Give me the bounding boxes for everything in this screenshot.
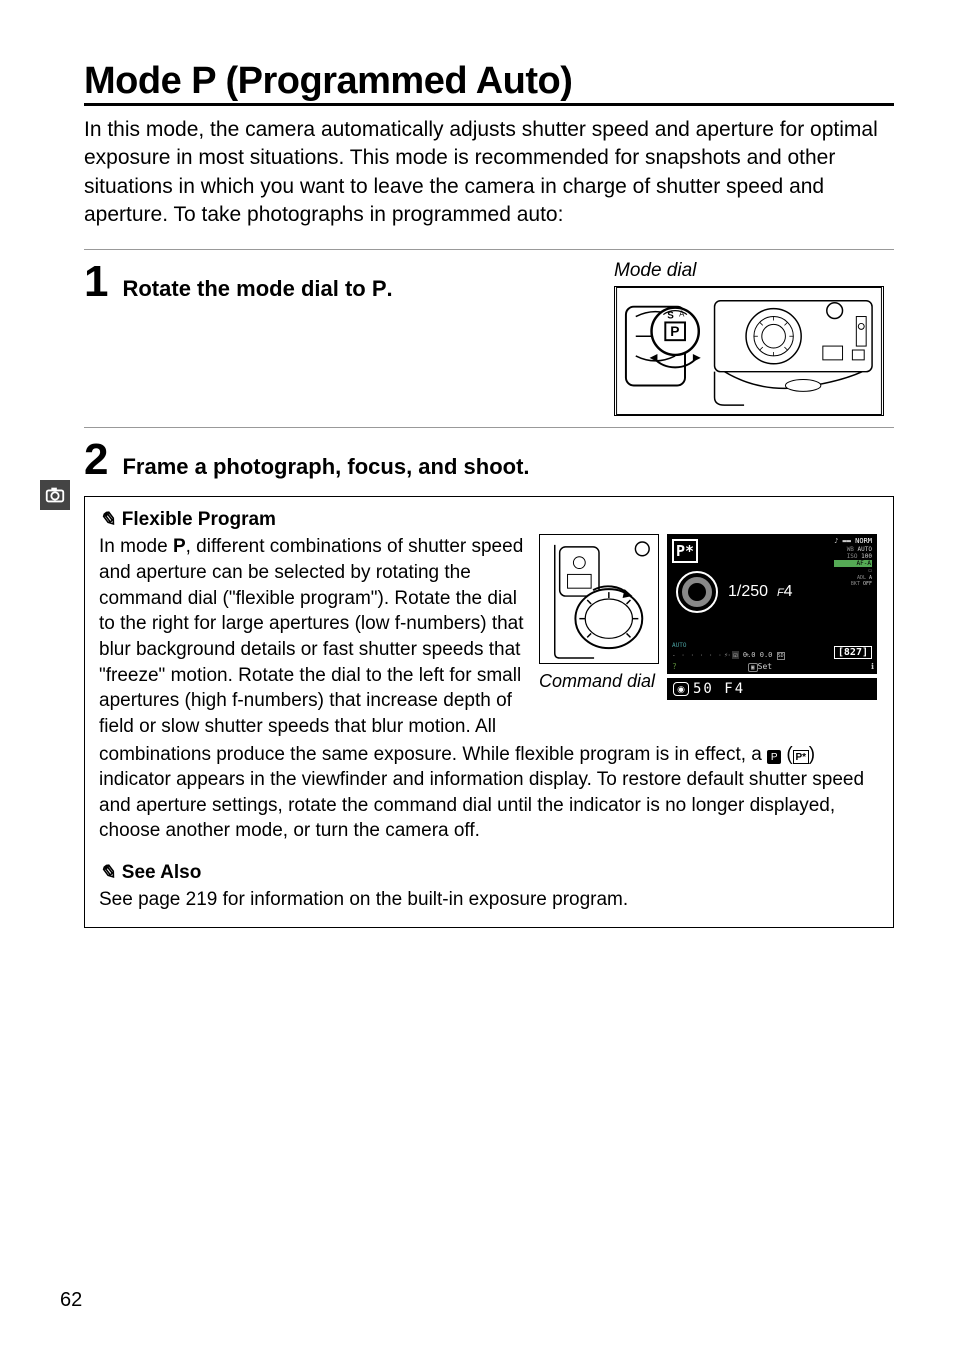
note-heading: ✎ Flexible Program (99, 507, 879, 532)
page: Mode P (Programmed Auto) In this mode, t… (0, 0, 954, 1352)
see-also-body: See page 219 for information on the buil… (99, 887, 879, 913)
intro-paragraph: In this mode, the camera automatically a… (84, 116, 894, 229)
lcd-quality: NORM (855, 537, 872, 545)
svg-text:S: S (667, 311, 674, 322)
command-dial-caption: Command dial (539, 671, 659, 692)
svg-text:P: P (670, 325, 679, 340)
step-number: 2 (84, 438, 108, 482)
page-title: Mode P (Programmed Auto) (84, 60, 894, 106)
lcd-bkt: OFF (863, 581, 872, 587)
note-diagrams: Command dial P* ♪ ▬▬ NORM WB AUTO ISO 10… (539, 534, 879, 739)
lcd-af: AF-A (834, 560, 872, 567)
page-number: 62 (60, 1289, 82, 1312)
mode-letter: P (173, 536, 186, 557)
note-body-left: In mode P, different combinations of shu… (99, 534, 527, 739)
see-also-heading: ✎ See Also (99, 860, 879, 885)
step-instruction: Rotate the mode dial to P. (122, 264, 392, 302)
viewfinder-strip: ◉ 50 F4 (667, 678, 877, 700)
note-text-prefix: In mode (99, 536, 173, 557)
flexible-program-note: ✎ Flexible Program In mode P, different … (84, 496, 894, 927)
section-tab (40, 480, 70, 510)
see-also-title: See Also (122, 862, 202, 884)
lcd-f-prefix: F (777, 587, 784, 599)
step-number: 1 (84, 260, 108, 304)
flexible-program-viewfinder-icon: P* (793, 750, 809, 764)
step-1: 1 Rotate the mode dial to P. Mode dial S (84, 249, 894, 421)
pencil-icon: ✎ (99, 860, 116, 885)
lcd-mode-indicator: P* (672, 539, 698, 563)
lcd-ev: 0.0 0.0 (743, 651, 773, 659)
lcd-wb: AUTO (858, 546, 872, 553)
lcd-aperture: 4 (784, 583, 793, 600)
mode-dial-diagram: S A P (614, 286, 884, 416)
viewfinder-readout: 50 F4 (693, 681, 745, 697)
lcd-dial-icon (674, 569, 720, 615)
note-text-rest: , different combinations of shutter spee… (99, 536, 524, 736)
step-text-prefix: Rotate the mode dial to (122, 276, 371, 301)
mode-letter: P (372, 276, 387, 301)
viewfinder-p-icon: ◉ (673, 682, 689, 696)
mode-dial-caption: Mode dial (614, 260, 894, 282)
svg-text:A: A (679, 310, 685, 319)
flexible-program-indicator-icon: P (767, 750, 781, 764)
command-dial-diagram (539, 534, 659, 664)
note-text-part2-suffix: indicator appears in the viewfinder and … (99, 769, 864, 841)
note-text-part2-prefix: combinations produce the same exposure. … (99, 744, 767, 765)
lcd-iso: 100 (861, 553, 872, 560)
note-title: Flexible Program (122, 509, 276, 531)
lcd-auto-label: AUTO (672, 642, 686, 649)
camera-mode-icon (44, 484, 66, 506)
lcd-shots-remaining: 827 (844, 647, 862, 658)
lcd-shutter: 1/250 (728, 583, 768, 600)
lcd-display: P* ♪ ▬▬ NORM WB AUTO ISO 100 AF-A ▭ ADL … (667, 534, 877, 700)
step-2: 2 Frame a photograph, focus, and shoot. (84, 427, 894, 482)
step-text-suffix: . (387, 276, 393, 301)
pencil-icon: ✎ (99, 507, 116, 532)
note-body-continued: combinations produce the same exposure. … (99, 742, 879, 845)
lcd-exposure: 1/250 F4 (728, 583, 793, 601)
lcd-set-label: Set (758, 662, 772, 671)
step-instruction: Frame a photograph, focus, and shoot. (122, 442, 529, 480)
